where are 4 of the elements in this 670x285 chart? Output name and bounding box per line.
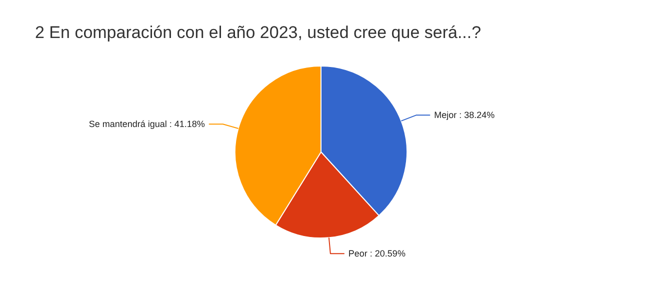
chart-title: 2 En comparación con el año 2023, usted cree que será...?: [35, 23, 482, 42]
slice-label: Se mantendrá igual : 41.18%: [88, 119, 205, 130]
slice-label: Mejor : 38.24%: [434, 110, 495, 120]
slice-label: Peor : 20.59%: [348, 248, 406, 259]
